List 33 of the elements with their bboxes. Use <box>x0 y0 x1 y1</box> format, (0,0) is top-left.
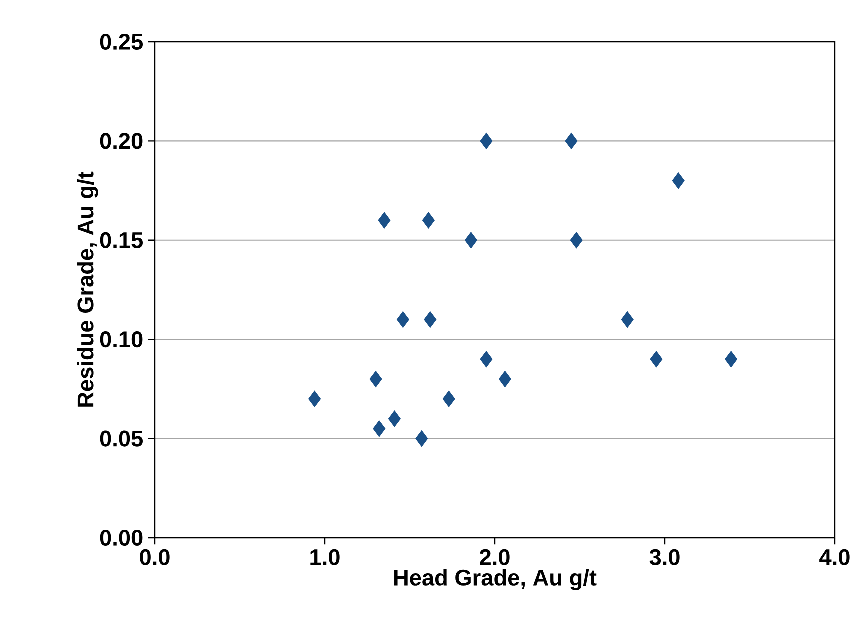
y-axis-title: Residue Grade, Au g/t <box>77 172 98 407</box>
point <box>388 410 401 428</box>
point <box>422 212 435 229</box>
y-tick-label: 0.10 <box>100 332 143 348</box>
point <box>416 430 428 448</box>
point <box>650 351 663 368</box>
point <box>480 132 493 150</box>
point <box>396 311 410 328</box>
point <box>442 390 456 408</box>
point <box>498 371 512 388</box>
x-tick-label: 1.0 <box>310 549 340 566</box>
point <box>672 172 685 190</box>
point <box>621 311 634 328</box>
point <box>565 132 578 150</box>
y-tick-label: 0.00 <box>100 530 143 546</box>
point <box>725 351 738 368</box>
y-tick-label: 0.05 <box>100 430 143 447</box>
point <box>370 371 382 388</box>
point <box>373 420 386 438</box>
point <box>570 232 583 249</box>
point <box>480 351 493 368</box>
point <box>378 212 391 229</box>
x-tick-label: 2.0 <box>480 549 510 566</box>
y-tick-label: 0.25 <box>100 34 143 50</box>
x-tick-label: 3.0 <box>650 549 680 566</box>
y-tick-label: 0.15 <box>100 232 143 248</box>
point <box>424 311 437 328</box>
x-tick-label: 0.0 <box>140 549 170 566</box>
x-tick-label: 4.0 <box>820 549 850 566</box>
point <box>464 232 478 249</box>
x-axis-title: Head Grade, Au g/t <box>394 569 597 590</box>
y-tick-label: 0.20 <box>100 133 143 150</box>
point <box>308 390 322 408</box>
